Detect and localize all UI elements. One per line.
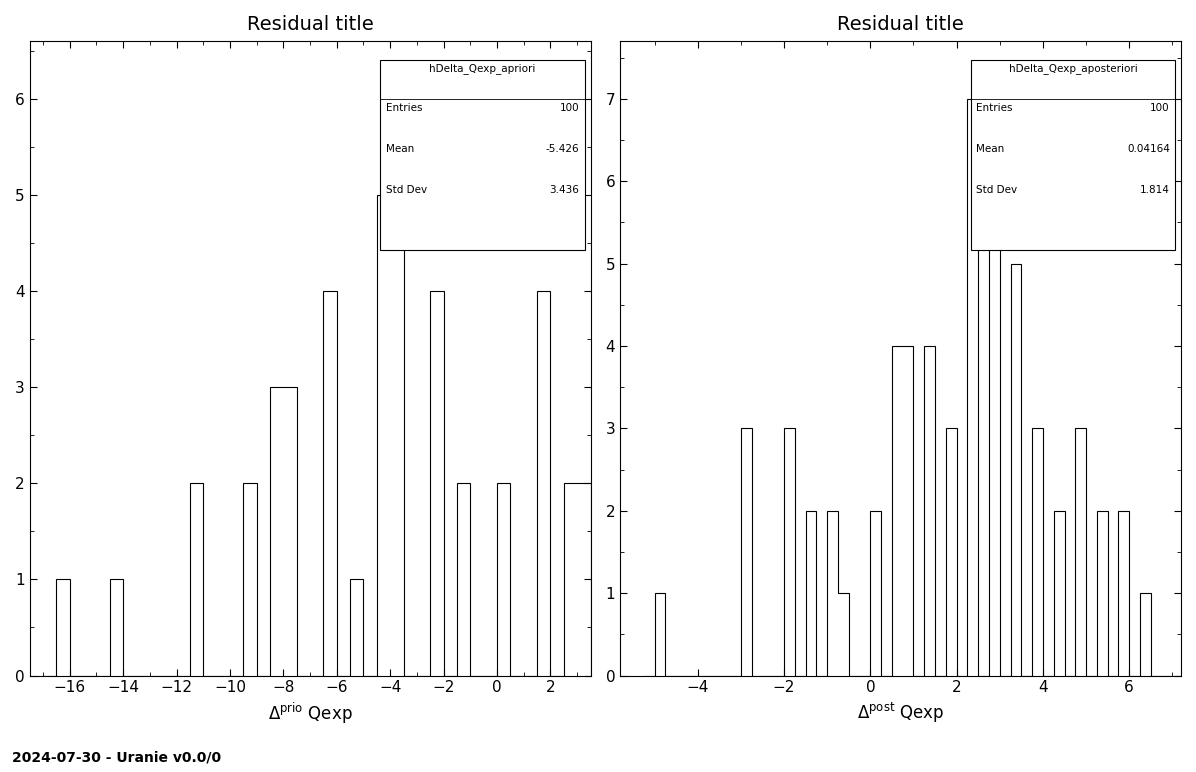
Text: Entries: Entries bbox=[976, 103, 1013, 113]
Text: Entries: Entries bbox=[386, 103, 422, 113]
Text: 2024-07-30 - Uranie v0.0/0: 2024-07-30 - Uranie v0.0/0 bbox=[12, 750, 221, 764]
Text: Std Dev: Std Dev bbox=[386, 185, 427, 195]
X-axis label: $\Delta^{\rm post}$ Qexp: $\Delta^{\rm post}$ Qexp bbox=[856, 701, 944, 725]
Bar bbox=[380, 60, 585, 250]
Text: Mean: Mean bbox=[976, 144, 1005, 154]
Text: 3.436: 3.436 bbox=[549, 185, 579, 195]
Text: 100: 100 bbox=[1151, 103, 1170, 113]
Title: Residual title: Residual title bbox=[837, 15, 964, 34]
Text: Std Dev: Std Dev bbox=[976, 185, 1018, 195]
Text: -5.426: -5.426 bbox=[545, 144, 579, 154]
Bar bbox=[971, 60, 1176, 250]
Text: 1.814: 1.814 bbox=[1140, 185, 1170, 195]
Text: Mean: Mean bbox=[386, 144, 414, 154]
X-axis label: $\Delta^{\rm prio}$ Qexp: $\Delta^{\rm prio}$ Qexp bbox=[268, 701, 353, 726]
Text: hDelta_Qexp_aposteriori: hDelta_Qexp_aposteriori bbox=[1008, 63, 1137, 74]
Text: hDelta_Qexp_apriori: hDelta_Qexp_apriori bbox=[429, 63, 536, 74]
Title: Residual title: Residual title bbox=[246, 15, 373, 34]
Text: 100: 100 bbox=[560, 103, 579, 113]
Text: 0.04164: 0.04164 bbox=[1127, 144, 1170, 154]
